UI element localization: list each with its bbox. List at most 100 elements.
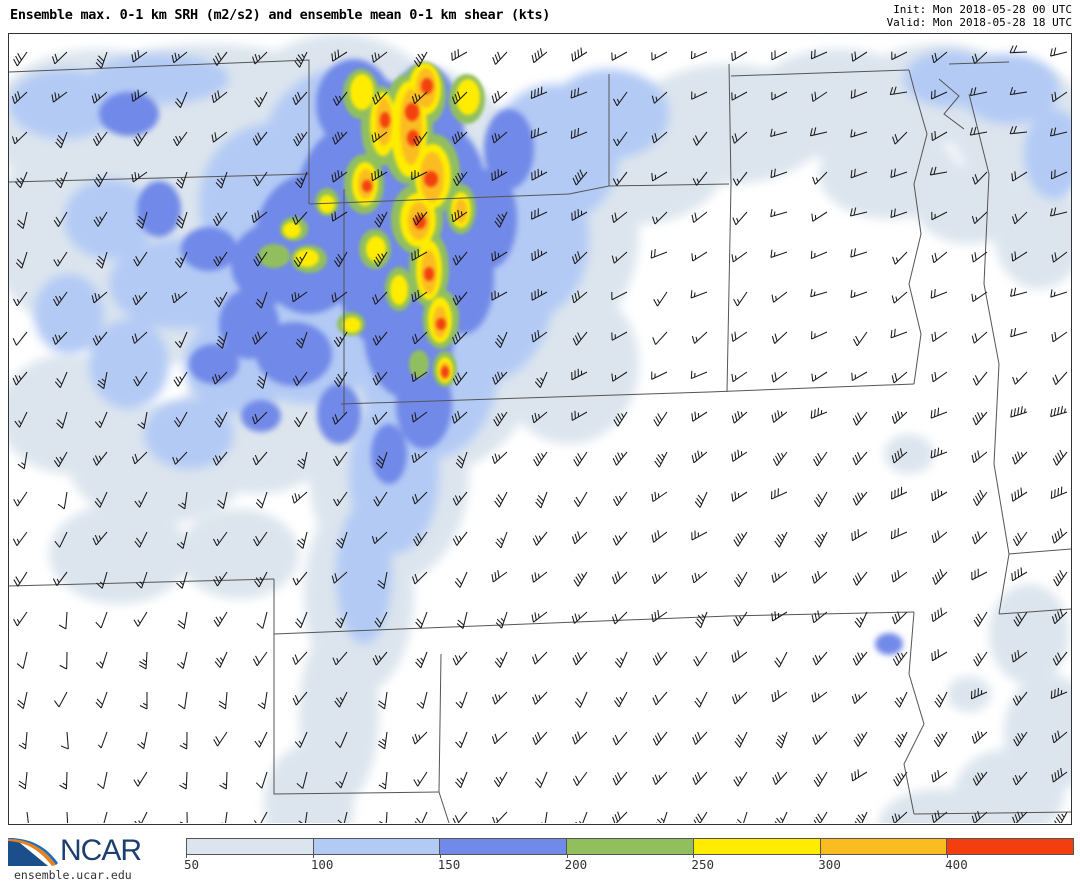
wind-barb xyxy=(691,411,708,422)
wind-barb xyxy=(11,131,28,145)
wind-barb xyxy=(494,331,508,349)
wind-barb xyxy=(1011,649,1028,663)
wind-barb xyxy=(771,689,788,703)
wind-barb xyxy=(455,451,468,469)
colorbar-segment xyxy=(313,839,441,854)
wind-barb xyxy=(931,810,948,823)
wind-barb xyxy=(972,489,988,506)
colorbar-segment xyxy=(820,839,948,854)
wind-barb xyxy=(411,289,428,303)
wind-barb xyxy=(493,771,508,788)
wind-barb xyxy=(54,691,68,708)
wind-barb xyxy=(378,771,388,790)
wind-barb xyxy=(66,811,69,823)
wind-barb xyxy=(811,371,828,382)
srh-band-400 xyxy=(362,78,449,378)
wind-barb xyxy=(96,811,108,823)
wind-barb xyxy=(94,411,108,428)
wind-barb xyxy=(253,531,268,547)
wind-barb xyxy=(971,810,988,823)
wind-barb xyxy=(891,611,908,625)
wind-barb xyxy=(651,171,668,182)
wind-barb xyxy=(613,411,628,427)
wind-barb xyxy=(171,291,188,304)
wind-barb xyxy=(771,331,788,344)
wind-barb xyxy=(812,651,828,666)
wind-barb xyxy=(412,731,428,745)
wind-barb xyxy=(1050,486,1068,500)
wind-barb xyxy=(136,211,148,229)
wind-barb xyxy=(854,611,868,628)
colorbar-tick-label: 50 xyxy=(184,857,200,872)
wind-barb xyxy=(852,491,868,506)
wind-barb xyxy=(930,289,948,299)
wind-barb xyxy=(56,411,68,429)
wind-barb xyxy=(850,168,868,179)
wind-barb xyxy=(731,449,748,462)
wind-barb xyxy=(532,731,548,745)
wind-barb xyxy=(53,451,68,468)
wind-barb xyxy=(652,651,668,666)
wind-barb xyxy=(971,730,988,744)
wind-barb xyxy=(531,249,548,262)
wind-barb xyxy=(614,691,628,708)
ncar-wordmark: NCAR xyxy=(60,834,142,867)
wind-barb xyxy=(1050,405,1068,418)
wind-barb xyxy=(931,649,948,662)
wind-barb xyxy=(131,331,148,344)
wind-barb xyxy=(16,211,28,229)
wind-barb xyxy=(215,171,228,189)
wind-barb xyxy=(1052,651,1068,666)
wind-barb xyxy=(53,251,68,267)
wind-barb xyxy=(731,331,748,342)
colorbar-tick-mark xyxy=(693,854,695,858)
wind-barb xyxy=(651,211,668,225)
wind-barb xyxy=(770,208,788,218)
wind-barb xyxy=(971,51,988,65)
wind-barb xyxy=(969,126,988,136)
wind-barb xyxy=(731,131,748,144)
wind-barb xyxy=(1011,567,1028,582)
wind-barb xyxy=(1051,331,1068,343)
wind-barb xyxy=(691,530,708,541)
wind-barb xyxy=(850,289,868,299)
wind-barb xyxy=(532,651,548,665)
wind-barb xyxy=(1012,451,1028,465)
wind-barb xyxy=(651,571,668,585)
wind-barb xyxy=(733,571,748,588)
wind-barb xyxy=(571,47,588,62)
ncar-mark-icon xyxy=(6,836,58,868)
wind-barb xyxy=(411,451,428,464)
wind-barb xyxy=(251,210,268,223)
wind-barb xyxy=(412,211,428,226)
wind-barb xyxy=(411,331,428,345)
wind-barb xyxy=(16,691,28,710)
wind-barb xyxy=(1051,528,1068,544)
wind-barb xyxy=(1010,287,1028,297)
wind-barb xyxy=(573,451,588,467)
wind-barb xyxy=(377,731,388,750)
wind-barb xyxy=(334,731,348,748)
wind-barb xyxy=(971,251,988,263)
wind-barb xyxy=(531,168,548,181)
wind-barb xyxy=(971,331,988,344)
wind-barb xyxy=(653,291,668,307)
wind-barb xyxy=(176,651,188,669)
wind-barb xyxy=(411,170,428,181)
map-plot-area[interactable] xyxy=(8,33,1072,825)
wind-barb xyxy=(530,127,548,139)
wind-barb xyxy=(295,611,308,629)
wind-barb xyxy=(495,611,508,629)
wind-barb xyxy=(534,371,548,388)
wind-barb xyxy=(891,51,908,61)
colorbar-tick-label: 200 xyxy=(564,857,588,872)
wind-barb xyxy=(811,91,828,102)
wind-barb xyxy=(492,51,508,65)
wind-barb xyxy=(810,250,828,260)
wind-barb xyxy=(252,451,268,466)
wind-barb xyxy=(131,49,148,63)
ncar-logo[interactable] xyxy=(4,832,176,884)
wind-barb xyxy=(11,91,28,105)
wind-barb xyxy=(692,131,708,146)
wind-barb xyxy=(214,651,228,668)
